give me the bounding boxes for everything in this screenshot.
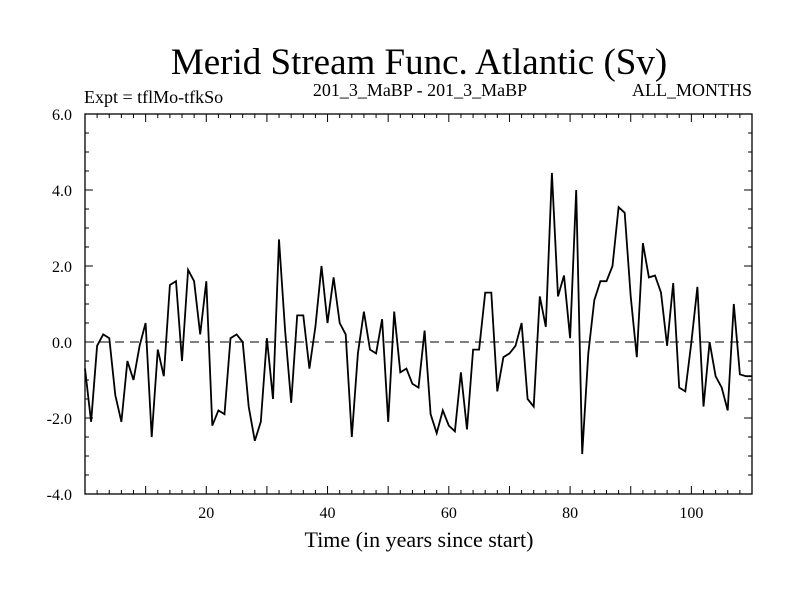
subtitle-right: ALL_MONTHS xyxy=(632,80,752,100)
y-tick-label: 6.0 xyxy=(52,107,72,124)
x-tick-label: 40 xyxy=(320,505,336,522)
series-group xyxy=(84,172,752,455)
x-axis-label: Time (in years since start) xyxy=(305,527,534,552)
chart-title: Merid Stream Func. Atlantic (Sv) xyxy=(171,42,667,83)
y-tick-label: -4.0 xyxy=(47,487,72,504)
plot-frame xyxy=(84,113,753,495)
series-line xyxy=(84,172,752,455)
x-tick-label: 80 xyxy=(562,505,578,522)
y-tick-label: 0.0 xyxy=(52,335,72,352)
subtitle-center: 201_3_MaBP - 201_3_MaBP xyxy=(313,80,527,100)
x-tick-label: 60 xyxy=(441,505,457,522)
y-tick-label: 4.0 xyxy=(52,183,72,200)
x-tick-label: 20 xyxy=(198,505,214,522)
axis-ticks xyxy=(85,113,752,495)
y-tick-label: -2.0 xyxy=(47,411,72,428)
x-tick-label: 100 xyxy=(679,505,703,522)
y-tick-label: 2.0 xyxy=(52,259,72,276)
subtitle-left: Expt = tflMo-tfkSo xyxy=(84,87,223,107)
tick-labels: -4.0 -2.0 0.0 2.0 4.0 6.0 20 40 60 80 100 xyxy=(47,107,704,522)
